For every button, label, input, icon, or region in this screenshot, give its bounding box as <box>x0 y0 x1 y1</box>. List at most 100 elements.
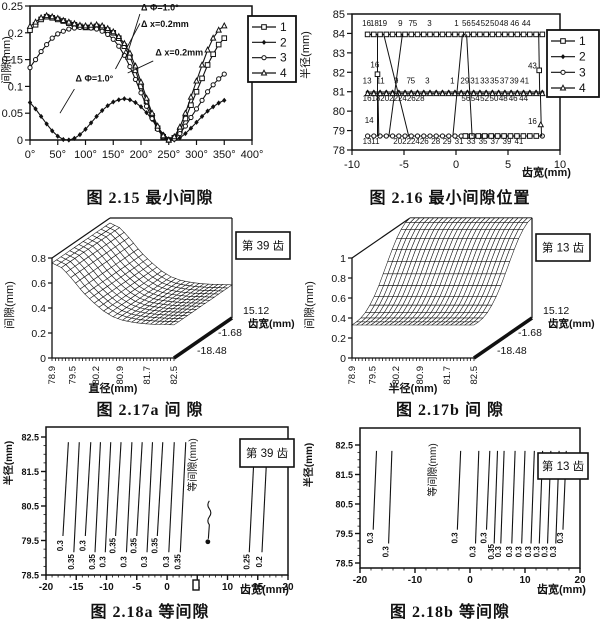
svg-text:14: 14 <box>365 116 374 125</box>
svg-text:80.2: 80.2 <box>391 366 402 385</box>
svg-text:0.3: 0.3 <box>480 532 489 544</box>
svg-text:等间隙(mm): 等间隙(mm) <box>186 438 199 491</box>
svg-text:80.5: 80.5 <box>335 500 353 510</box>
svg-text:0: 0 <box>453 159 459 171</box>
svg-text:0.8: 0.8 <box>31 253 46 265</box>
svg-text:9: 9 <box>394 77 399 86</box>
svg-text:0.35: 0.35 <box>487 543 496 559</box>
svg-text:20: 20 <box>282 582 294 593</box>
svg-text:80.9: 80.9 <box>115 366 126 385</box>
axes: 0 0.05 0.1 0.15 0.2 0.25 0° 50° 100° 150° 200° 250°… <box>2 1 264 161</box>
series-2 <box>27 96 227 143</box>
svg-text:4: 4 <box>280 66 287 80</box>
fig-2-17a-surface-chart: 0 0.2 0.4 0.6 0.8 78.9 79.5 80.2 80.9 81.7 82.5 -18… <box>2 217 295 395</box>
svg-text:0°: 0° <box>25 149 36 161</box>
svg-text:35: 35 <box>490 77 499 86</box>
svg-text:48: 48 <box>499 94 508 103</box>
svg-text:300°: 300° <box>185 149 208 161</box>
svg-text:50°: 50° <box>49 149 66 161</box>
svg-text:3: 3 <box>427 19 432 28</box>
svg-text:5: 5 <box>413 19 418 28</box>
svg-text:0.35: 0.35 <box>173 554 182 570</box>
svg-text:80.5: 80.5 <box>21 502 39 512</box>
axes: 82.5 81.5 80.5 79.5 78.5-20 -10 0 10 20 <box>335 427 586 586</box>
svg-text:81.5: 81.5 <box>335 470 353 480</box>
svg-text:78.5: 78.5 <box>335 559 353 569</box>
spike-lines <box>377 34 542 137</box>
svg-text:Δ x=0.2mm: Δ x=0.2mm <box>141 19 189 29</box>
svg-text:直径(mm): 直径(mm) <box>89 381 138 395</box>
fig-2-18a-contour-chart: 82.581.580.579.578.5-20-15-10-505101520齿… <box>2 426 295 596</box>
z-axis-label: 间隙(mm) <box>2 281 16 329</box>
svg-text:50: 50 <box>490 94 499 103</box>
axes-3d: 0 0.2 0.4 0.6 0.8 1 78.9 79.5 80.2 80.9 81.7 82.5 <box>331 253 480 385</box>
svg-text:35: 35 <box>479 137 488 146</box>
svg-text:20: 20 <box>574 575 586 586</box>
svg-text:0: 0 <box>164 582 170 593</box>
svg-text:1: 1 <box>280 20 287 34</box>
svg-text:-1.68: -1.68 <box>218 327 242 339</box>
svg-text:Δ x=0.2mm: Δ x=0.2mm <box>155 48 203 58</box>
caption-fig-2-16: 图 2.16 最小间隙位置 <box>369 190 531 207</box>
svg-text:0.3: 0.3 <box>549 546 558 558</box>
svg-text:-10: -10 <box>99 582 114 593</box>
svg-text:80: 80 <box>333 106 345 118</box>
x-axis-label: 齿宽(mm) <box>240 582 289 596</box>
svg-text:0.3: 0.3 <box>382 546 391 558</box>
svg-text:2: 2 <box>280 35 287 49</box>
svg-text:37: 37 <box>491 137 500 146</box>
svg-text:26: 26 <box>407 94 416 103</box>
svg-text:79.5: 79.5 <box>367 366 378 385</box>
svg-text:5: 5 <box>505 159 511 171</box>
svg-text:半径(mm): 半径(mm) <box>302 443 315 487</box>
svg-text:11: 11 <box>376 77 385 86</box>
svg-text:0.4: 0.4 <box>31 303 46 315</box>
series-row-0 <box>364 31 546 38</box>
svg-text:28: 28 <box>431 137 440 146</box>
svg-text:齿宽(mm): 齿宽(mm) <box>548 317 595 330</box>
contour-lines: 0.30.350.30.35 0.30.350.30.350.30.350.3 0.… <box>56 442 268 570</box>
svg-text:-5: -5 <box>132 582 141 593</box>
svg-text:1: 1 <box>340 253 346 265</box>
svg-text:0.3: 0.3 <box>532 546 541 558</box>
svg-text:3: 3 <box>280 51 287 65</box>
svg-text:82.5: 82.5 <box>469 366 480 385</box>
series-row-4 <box>462 133 543 139</box>
svg-text:-5: -5 <box>399 159 409 171</box>
svg-text:齿宽(mm): 齿宽(mm) <box>248 317 295 330</box>
svg-text:16: 16 <box>528 117 537 126</box>
svg-text:20: 20 <box>393 137 402 146</box>
svg-text:0.6: 0.6 <box>331 293 346 305</box>
svg-text:半径(mm): 半径(mm) <box>300 31 312 79</box>
svg-text:400°: 400° <box>241 149 264 161</box>
center-rotated-label: 等间隙(mm) <box>186 438 199 491</box>
svg-text:11: 11 <box>371 137 380 146</box>
x-axis-label: 齿宽(mm) <box>522 165 571 179</box>
svg-text:78.9: 78.9 <box>47 366 58 385</box>
svg-text:15.12: 15.12 <box>243 305 269 317</box>
tooth-label-box: 第 39 齿 <box>239 438 295 468</box>
svg-text:29: 29 <box>460 77 469 86</box>
svg-text:0.1: 0.1 <box>8 81 23 93</box>
svg-text:0.2: 0.2 <box>31 328 46 340</box>
svg-text:82.5: 82.5 <box>335 441 353 451</box>
svg-text:54: 54 <box>471 94 480 103</box>
svg-text:-20: -20 <box>353 575 368 586</box>
svg-text:0.3: 0.3 <box>140 556 149 568</box>
svg-text:0.25: 0.25 <box>2 1 23 13</box>
svg-text:200°: 200° <box>130 149 153 161</box>
svg-text:齿宽(mm): 齿宽(mm) <box>522 165 571 179</box>
svg-text:31: 31 <box>455 137 464 146</box>
surface-mesh <box>351 217 533 326</box>
svg-text:13: 13 <box>363 77 372 86</box>
svg-text:3: 3 <box>425 77 430 86</box>
tooth-label-box: 第 13 齿 <box>535 233 591 262</box>
svg-text:0.3: 0.3 <box>524 546 533 558</box>
svg-text:0: 0 <box>40 353 46 365</box>
svg-text:46: 46 <box>509 94 518 103</box>
surface-mesh <box>51 222 233 326</box>
